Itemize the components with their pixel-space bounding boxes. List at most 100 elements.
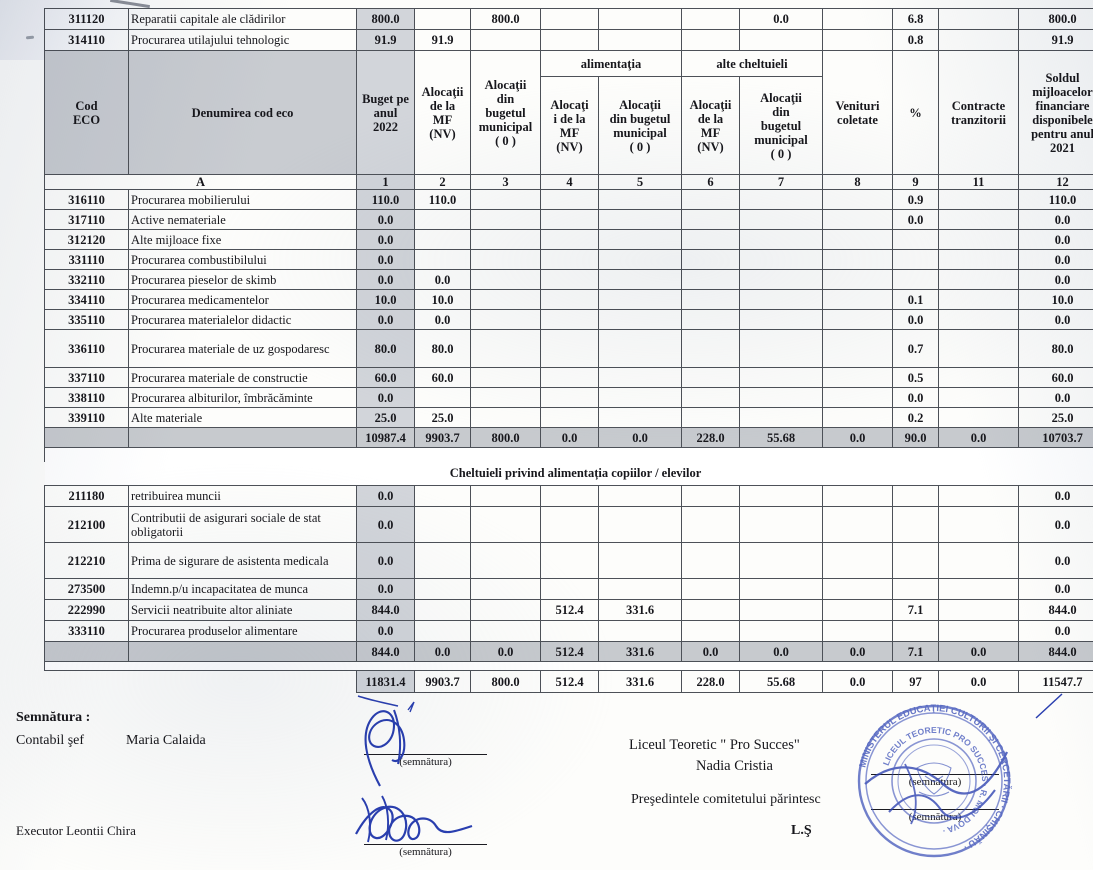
top-row-0-col-1: 800.0 bbox=[356, 8, 415, 30]
s2-row-0-col-9 bbox=[892, 485, 939, 507]
executor-signature-line: (semnătura) bbox=[364, 843, 487, 858]
header-alte-mf-line2: de la bbox=[697, 111, 724, 126]
s2-row-0-col-6 bbox=[681, 485, 740, 507]
s1-row-7-col-12: 80.0 bbox=[1018, 329, 1093, 368]
row-name: Procurarea utilajului tehnologic bbox=[128, 29, 357, 51]
column-number-1: 1 bbox=[356, 174, 415, 190]
row-code bbox=[44, 641, 129, 662]
s1-row-7-col-8 bbox=[822, 329, 893, 368]
section1-total-col-3: 800.0 bbox=[470, 427, 541, 448]
section2-total-col-4: 512.4 bbox=[540, 641, 599, 662]
header-sold-line4: disponibele bbox=[1032, 112, 1093, 127]
s1-row-9-col-9: 0.0 bbox=[892, 387, 939, 408]
s1-row-1-col-3 bbox=[470, 209, 541, 230]
s2-row-4-col-3 bbox=[470, 599, 541, 621]
s2-row-2-col-2 bbox=[414, 542, 471, 579]
section2-total-col-5: 331.6 bbox=[598, 641, 682, 662]
s1-row-7-col-1: 80.0 bbox=[356, 329, 415, 368]
grand-total-col-7: 55.68 bbox=[739, 670, 823, 693]
signature-heading: Semnătura : bbox=[16, 710, 91, 725]
s1-row-10-col-8 bbox=[822, 407, 893, 428]
header-alim-bug-line3: municipal bbox=[613, 125, 667, 140]
top-row-0-col-4 bbox=[540, 8, 599, 30]
s1-row-10-col-12: 25.0 bbox=[1018, 407, 1093, 428]
s1-row-1-col-11 bbox=[938, 209, 1019, 230]
row-code: 339110 bbox=[44, 407, 129, 428]
s2-row-1-col-1: 0.0 bbox=[356, 506, 415, 543]
s2-row-1-col-2 bbox=[414, 506, 471, 543]
s1-row-8-col-12: 60.0 bbox=[1018, 367, 1093, 388]
top-row-0-col-9: 6.8 bbox=[892, 8, 939, 30]
s1-row-0-col-11 bbox=[938, 189, 1019, 210]
s1-row-1-col-5 bbox=[598, 209, 682, 230]
s2-row-1-col-6 bbox=[681, 506, 740, 543]
s1-row-2-col-1: 0.0 bbox=[356, 229, 415, 250]
s1-row-4-col-5 bbox=[598, 269, 682, 290]
s2-row-4-col-12: 844.0 bbox=[1018, 599, 1093, 621]
grand-total-col-4: 512.4 bbox=[540, 670, 599, 693]
signature-caption: (semnătura) bbox=[399, 756, 452, 768]
header-sold-mijloace: Soldul mijloacelor financiare disponibel… bbox=[1018, 50, 1093, 175]
section1-total-row: 10987.4 9903.7 800.0 0.0 0.0 228.0 55.68 0.0 90.… bbox=[44, 427, 1093, 448]
header-cod-eco: Cod ECO bbox=[44, 50, 129, 175]
s1-row-6-col-7 bbox=[739, 309, 823, 330]
s1-row-4-col-3 bbox=[470, 269, 541, 290]
s2-row-4-col-1: 844.0 bbox=[356, 599, 415, 621]
header-sold-line1: Soldul bbox=[1045, 70, 1080, 85]
column-number-3: 3 bbox=[470, 174, 541, 190]
section1-total-col-12: 10703.7 bbox=[1018, 427, 1093, 448]
section2-total-col-12: 844.0 bbox=[1018, 641, 1093, 662]
accountant-signature-line: (semnătura) bbox=[364, 753, 487, 768]
s2-row-5-col-4 bbox=[540, 620, 599, 642]
director-name: Nadia Cristia bbox=[696, 758, 773, 774]
s1-row-8-col-4 bbox=[540, 367, 599, 388]
s1-row-0-col-2: 110.0 bbox=[414, 189, 471, 210]
section1-total-col-1: 10987.4 bbox=[356, 427, 415, 448]
s2-row-2-col-12: 0.0 bbox=[1018, 542, 1093, 579]
table-row: 338110 Procurarea albiturilor, îmbrăcămin… bbox=[44, 387, 1093, 408]
s1-row-8-col-9: 0.5 bbox=[892, 367, 939, 388]
top-row-1-col-4 bbox=[540, 29, 599, 51]
s1-row-4-col-2: 0.0 bbox=[414, 269, 471, 290]
seal-label: L.Ş bbox=[791, 823, 812, 838]
s1-row-10-col-5 bbox=[598, 407, 682, 428]
s2-row-0-col-1: 0.0 bbox=[356, 485, 415, 507]
row-name bbox=[128, 641, 357, 662]
header-buget: Buget pe anul 2022 bbox=[356, 50, 415, 175]
s1-row-5-col-4 bbox=[540, 289, 599, 310]
s2-row-4-col-8 bbox=[822, 599, 893, 621]
header-aloc-bug-line3: bugetul bbox=[485, 105, 526, 120]
header-alte-bug-line4: municipal bbox=[754, 132, 808, 147]
s1-row-0-col-7 bbox=[739, 189, 823, 210]
top-row-1-col-2: 91.9 bbox=[414, 29, 471, 51]
s2-row-2-col-7 bbox=[739, 542, 823, 579]
s1-row-4-col-4 bbox=[540, 269, 599, 290]
section1-total-col-7: 55.68 bbox=[739, 427, 823, 448]
section-spacer-row bbox=[44, 447, 1093, 462]
s1-row-8-col-7 bbox=[739, 367, 823, 388]
row-code: 316110 bbox=[44, 189, 129, 210]
s1-row-10-col-7 bbox=[739, 407, 823, 428]
top-row-1-col-8 bbox=[822, 29, 893, 51]
header-alte-buget: Alocaţii din bugetul municipal ( 0 ) bbox=[739, 76, 823, 175]
s1-row-6-col-6 bbox=[681, 309, 740, 330]
row-code: 273500 bbox=[44, 578, 129, 600]
s1-row-8-col-3 bbox=[470, 367, 541, 388]
header-alocatii-mf: Alocaţii de la MF (NV) bbox=[414, 50, 471, 175]
header-alim-mf-line2: i de la bbox=[553, 111, 586, 126]
header-alte-mf-line1: Alocaţii bbox=[689, 97, 732, 112]
s1-row-5-col-3 bbox=[470, 289, 541, 310]
s1-row-6-col-5 bbox=[598, 309, 682, 330]
s2-row-0-col-2 bbox=[414, 485, 471, 507]
s2-row-1-col-11 bbox=[938, 506, 1019, 543]
s1-row-5-col-5 bbox=[598, 289, 682, 310]
row-name: Prima de sigurare de asistenta medicala bbox=[128, 542, 357, 579]
budget-table: 311120 Reparatii capitale ale clădirilor 8… bbox=[44, 8, 1093, 693]
table-row: 332110 Procurarea pieselor de skimb 0.0 0.0… bbox=[44, 269, 1093, 290]
header-sold-line3: financiare bbox=[1035, 98, 1090, 113]
top-row-0-col-11 bbox=[938, 8, 1019, 30]
row-name: Contributii de asigurari sociale de stat… bbox=[128, 506, 357, 543]
table-row: 339110 Alte materiale 25.0 25.0 0.2 25.0 bbox=[44, 407, 1093, 428]
column-number-10: 11 bbox=[938, 174, 1019, 190]
s2-row-4-col-7 bbox=[739, 599, 823, 621]
